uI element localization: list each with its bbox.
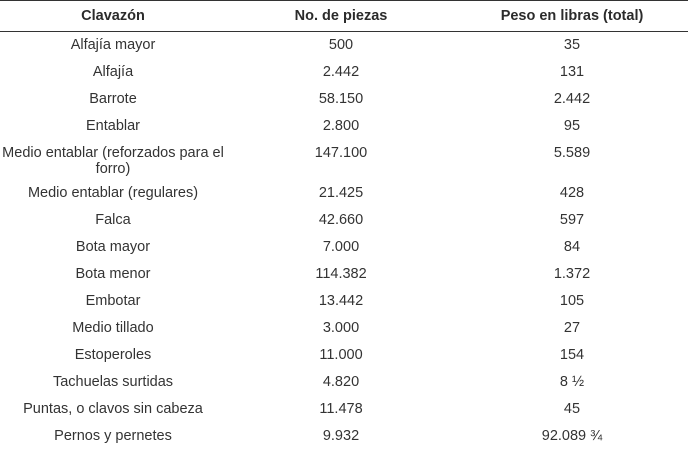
table-row: Puntas, o clavos sin cabeza 11.478 45 — [0, 401, 688, 423]
cell-piezas: 2.442 — [322, 64, 360, 80]
table-row: Medio entablar (regulares) 21.425 428 — [0, 185, 688, 207]
cell-peso: 84 — [563, 239, 581, 255]
cell-piezas: 4.820 — [322, 374, 360, 390]
table-row: Entablar 2.800 95 — [0, 118, 688, 140]
cell-clavazon: Medio tillado — [72, 320, 154, 336]
cell-piezas: 2.800 — [322, 118, 360, 134]
table-row: Tachuelas surtidas 4.820 8 ½ — [0, 374, 688, 396]
table-header-row: Clavazón No. de piezas Peso en libras (t… — [0, 0, 688, 32]
cell-clavazon: Tachuelas surtidas — [52, 374, 174, 390]
cell-clavazon: Pernos y pernetes — [54, 428, 172, 444]
cell-clavazon: Bota menor — [75, 266, 151, 282]
table-row: Embotar 13.442 105 — [0, 293, 688, 315]
cell-peso: 105 — [559, 293, 585, 309]
cell-peso: 2.442 — [553, 91, 591, 107]
cell-clavazon: Medio entablar (regulares) — [27, 185, 199, 201]
header-no-piezas: No. de piezas — [294, 8, 388, 24]
cell-clavazon: Alfajía — [92, 64, 134, 80]
table-row: Bota menor 114.382 1.372 — [0, 266, 688, 288]
cell-clavazon: Embotar — [85, 293, 141, 309]
table-row: Medio tillado 3.000 27 — [0, 320, 688, 342]
cell-peso: 1.372 — [553, 266, 591, 282]
cell-clavazon: Puntas, o clavos sin cabeza — [23, 401, 203, 417]
cell-peso: 35 — [563, 37, 581, 53]
cell-peso: 428 — [559, 185, 585, 201]
cell-piezas: 13.442 — [318, 293, 364, 309]
cell-peso: 154 — [559, 347, 585, 363]
cell-clavazon: Estoperoles — [74, 347, 152, 363]
cell-clavazon: Bota mayor — [75, 239, 151, 255]
table-row: Estoperoles 11.000 154 — [0, 347, 688, 369]
cell-peso: 131 — [559, 64, 585, 80]
cell-piezas: 114.382 — [315, 266, 367, 282]
cell-peso: 597 — [559, 212, 585, 228]
cell-clavazon: Entablar — [85, 118, 140, 134]
cell-piezas: 500 — [328, 37, 354, 53]
cell-piezas: 42.660 — [318, 212, 364, 228]
cell-piezas: 7.000 — [322, 239, 360, 255]
cell-piezas: 147.100 — [314, 145, 368, 161]
cell-piezas: 11.478 — [319, 401, 363, 417]
header-clavazon: Clavazón — [81, 8, 145, 24]
cell-piezas: 58.150 — [318, 91, 364, 107]
table-row: Barrote 58.150 2.442 — [0, 91, 688, 113]
cell-peso: 5.589 — [553, 145, 591, 161]
cell-piezas: 11.000 — [319, 347, 363, 363]
table-row: Alfajía mayor 500 35 — [0, 37, 688, 59]
cell-piezas: 3.000 — [322, 320, 360, 336]
cell-piezas: 21.425 — [318, 185, 364, 201]
table-row: Medio entablar (reforzados para el forro… — [0, 145, 688, 177]
cell-peso: 95 — [563, 118, 581, 134]
table-row: Bota mayor 7.000 84 — [0, 239, 688, 261]
cell-peso: 8 ½ — [559, 374, 585, 390]
table-row: Pernos y pernetes 9.932 92.089 ¾ — [0, 428, 688, 450]
table-row: Alfajía 2.442 131 — [0, 64, 688, 86]
cell-clavazon: Medio entablar (reforzados para el forro… — [2, 145, 224, 177]
cell-peso: 92.089 ¾ — [541, 428, 603, 444]
cell-piezas: 9.932 — [322, 428, 360, 444]
cell-clavazon: Barrote — [89, 91, 137, 107]
cell-peso: 45 — [563, 401, 581, 417]
cell-clavazon: Alfajía mayor — [70, 37, 156, 53]
table-row: Falca 42.660 597 — [0, 212, 688, 234]
header-peso: Peso en libras (total) — [500, 8, 644, 24]
cell-peso: 27 — [563, 320, 581, 336]
cell-clavazon: Falca — [95, 212, 131, 228]
